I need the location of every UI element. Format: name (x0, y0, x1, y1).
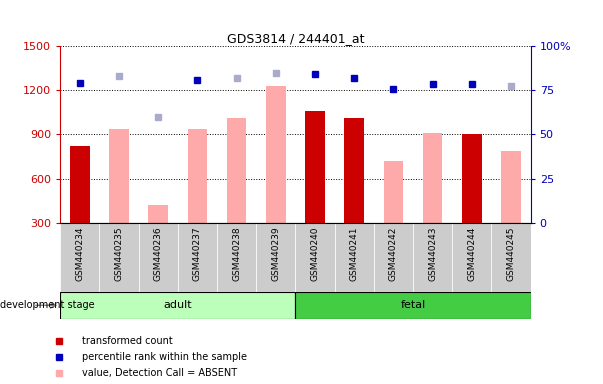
Bar (256, 223, 295, 292)
Text: percentile rank within the sample: percentile rank within the sample (82, 352, 247, 362)
Bar (305, 111, 325, 223)
Bar (335, 223, 374, 292)
Text: GSM440238: GSM440238 (232, 226, 241, 281)
Bar (452, 223, 491, 292)
Text: GSM440234: GSM440234 (75, 226, 84, 281)
Text: GSM440240: GSM440240 (311, 226, 320, 281)
Bar (462, 134, 482, 223)
Bar (295, 292, 531, 319)
Bar (423, 133, 443, 223)
Bar (139, 223, 178, 292)
Text: GSM440243: GSM440243 (428, 226, 437, 281)
Text: adult: adult (163, 300, 192, 310)
Bar (148, 205, 168, 223)
Bar (344, 118, 364, 223)
Bar (227, 118, 247, 223)
Bar (188, 129, 207, 223)
Text: fetal: fetal (400, 300, 426, 310)
Text: GSM440245: GSM440245 (507, 226, 516, 281)
Bar (491, 223, 531, 292)
Title: GDS3814 / 244401_at: GDS3814 / 244401_at (227, 32, 364, 45)
Text: GSM440244: GSM440244 (467, 226, 476, 281)
Text: transformed count: transformed count (82, 336, 172, 346)
Text: value, Detection Call = ABSENT: value, Detection Call = ABSENT (82, 368, 237, 378)
Bar (374, 223, 413, 292)
Text: GSM440239: GSM440239 (271, 226, 280, 281)
Bar (501, 151, 521, 223)
Text: GSM440237: GSM440237 (193, 226, 202, 281)
Bar (70, 146, 90, 223)
Bar (60, 223, 99, 292)
Bar (266, 86, 286, 223)
Text: GSM440241: GSM440241 (350, 226, 359, 281)
Text: development stage: development stage (0, 300, 95, 310)
Text: GSM440235: GSM440235 (115, 226, 124, 281)
Bar (178, 223, 217, 292)
Bar (99, 223, 139, 292)
Bar (60, 292, 295, 319)
Bar (109, 129, 129, 223)
Bar (384, 161, 403, 223)
Bar (295, 223, 335, 292)
Bar (413, 223, 452, 292)
Text: GSM440242: GSM440242 (389, 226, 398, 281)
Bar (217, 223, 256, 292)
Text: GSM440236: GSM440236 (154, 226, 163, 281)
